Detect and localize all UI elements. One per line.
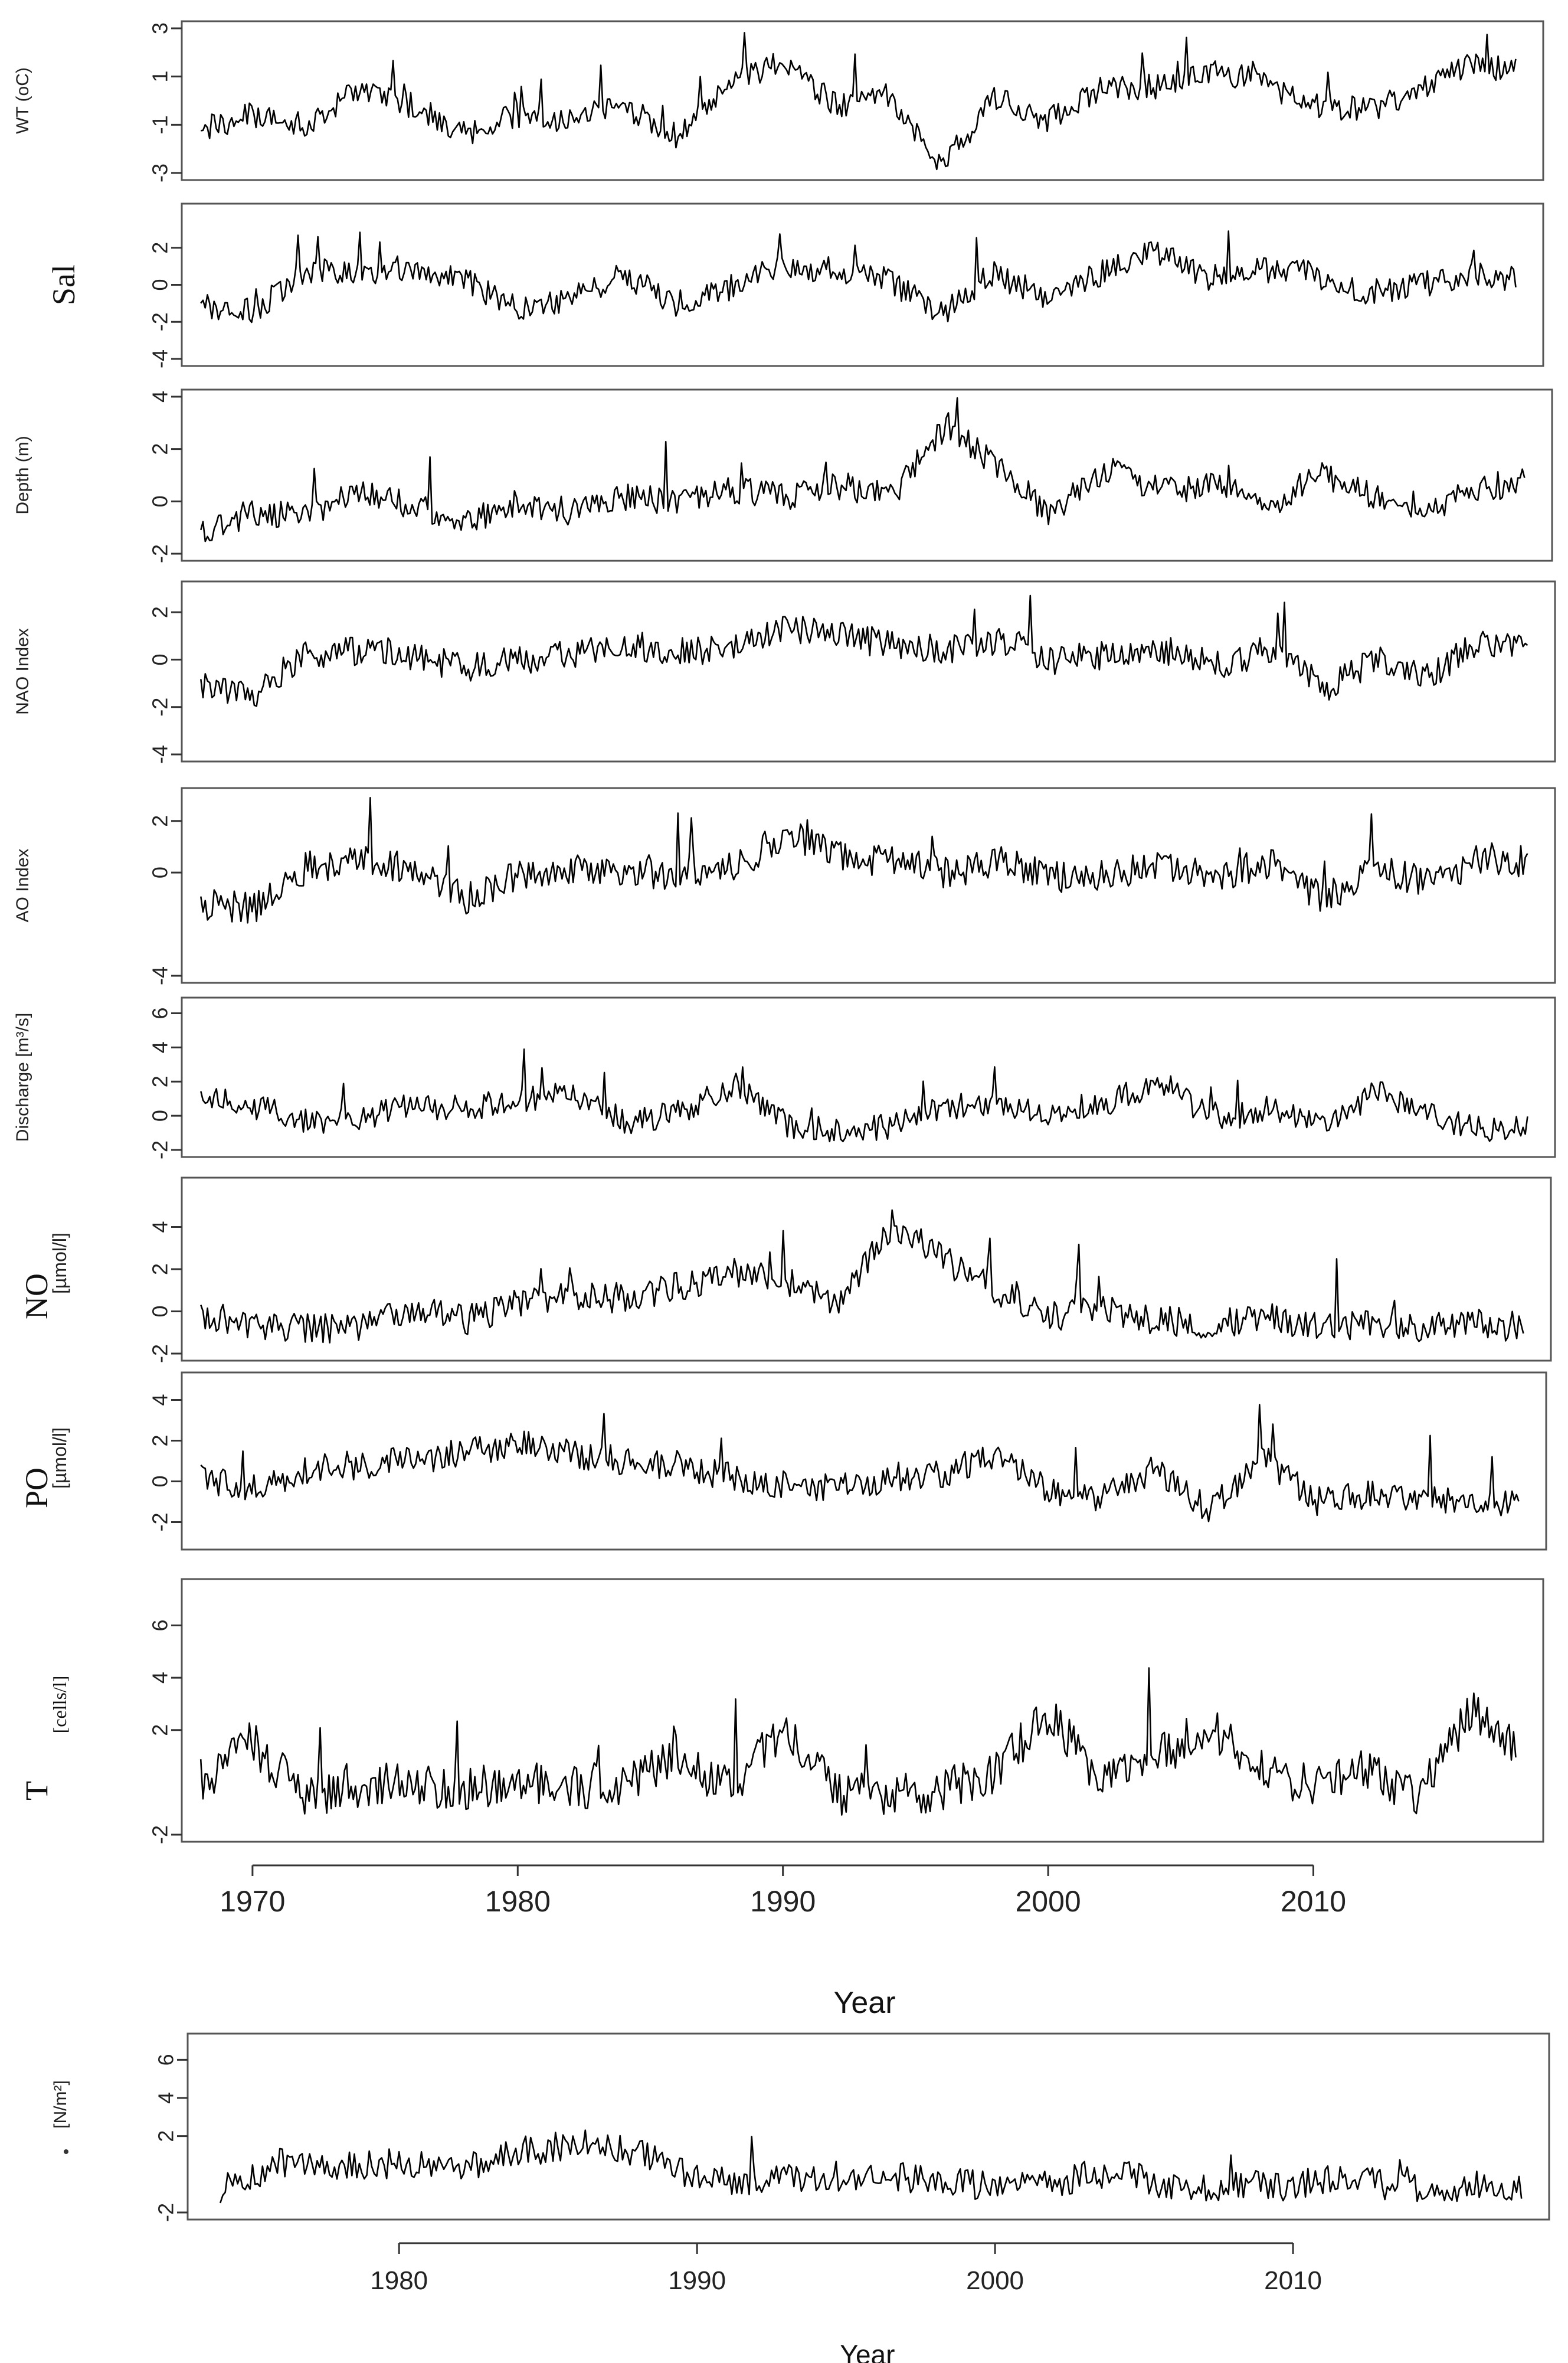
y-tick-label: -2: [148, 1825, 172, 1844]
y-tick-label: -2: [148, 544, 172, 563]
plot-frame: [186, 2032, 1550, 2221]
y-tick-label: 4: [148, 1041, 172, 1053]
panel-3: -2 0 2 4 Depth (m): [13, 388, 1553, 563]
y-axis-label: NAO Index: [13, 628, 32, 715]
y-tick-label: -1: [148, 115, 172, 134]
panel-2: -4 -2 0 2 Sal: [46, 202, 1544, 368]
y-axis-label: Discharge [m³/s]: [13, 1013, 32, 1142]
y-tick-label: 4: [148, 1394, 172, 1406]
y-axis-unit: [cells/l]: [49, 1676, 70, 1734]
y-tick-label: -2: [148, 1512, 172, 1531]
y-axis-unit: [µmol/l]: [49, 1233, 70, 1294]
y-axis-unit: [µmol/l]: [49, 1427, 70, 1489]
series-line: [200, 1404, 1520, 1522]
y-axis-label: Depth (m): [13, 436, 32, 514]
series-line: [200, 1048, 1528, 1143]
y-tick-label: 6: [148, 1007, 172, 1019]
panel-9: -2 2 4 6 T [cells/l] 1970 1980 1990 2000 2010 Year: [19, 1578, 1544, 2020]
panel-7: -2 0 2 4 NO[µmol/l]: [19, 1176, 1552, 1363]
plot-frame: [181, 20, 1544, 181]
y-tick-label: 2: [148, 242, 172, 254]
y-tick-label: 6: [148, 1619, 172, 1631]
y-tick-label: -4: [148, 745, 172, 764]
y-tick-label: 2: [148, 815, 172, 827]
y-tick-label: 0: [148, 653, 172, 665]
panel-10: -2 2 4 6 [N/m²] 1980 1990 2000 2010 Year: [51, 2032, 1550, 2363]
y-axis-unit: [N/m²]: [51, 2080, 70, 2129]
plot-frame: [181, 202, 1544, 367]
y-tick-label: 2: [148, 443, 172, 455]
y-axis-label: PO: [19, 1468, 54, 1508]
x-tick-label: 2010: [1281, 1885, 1346, 1918]
series-line: [200, 32, 1517, 171]
y-tick-label: 2: [148, 606, 172, 618]
panel-8: -2 0 2 4 PO[µmol/l]: [19, 1371, 1547, 1551]
x-tick-label: 2010: [1264, 2266, 1322, 2295]
series-line: [200, 797, 1528, 924]
plot-frame: [181, 996, 1556, 1158]
y-tick-label: 2: [154, 2130, 178, 2142]
y-tick-label: -2: [154, 2203, 178, 2222]
y-tick-label: -2: [148, 312, 172, 331]
y-tick-label: 2: [148, 1076, 172, 1087]
plot-frame: [181, 580, 1556, 763]
y-tick-label: 0: [148, 1305, 172, 1317]
y-tick-label: -2: [148, 1140, 172, 1159]
y-tick-label: 4: [154, 2092, 178, 2104]
x-tick-label: 1980: [485, 1885, 551, 1918]
x-tick-label: 1980: [370, 2266, 428, 2295]
y-axis-label: NO: [19, 1273, 54, 1319]
y-tick-label: 2: [148, 1434, 172, 1446]
y-tick-label: -4: [148, 349, 172, 368]
plot-frame: [181, 1371, 1547, 1551]
y-tick-label: 2: [148, 1263, 172, 1275]
y-axis-label: T: [19, 1781, 54, 1800]
series-line: [200, 1209, 1524, 1344]
y-axis-label: Sal: [46, 264, 81, 305]
y-axis-label: WT (oC): [13, 67, 32, 134]
series-line: [199, 1667, 1517, 1816]
y-tick-label: 2: [148, 1724, 172, 1736]
x-tick-label: 2000: [966, 2266, 1024, 2295]
plot-frame: [181, 1176, 1552, 1362]
y-tick-label: -2: [148, 1344, 172, 1363]
x-tick-label: 1990: [668, 2266, 726, 2295]
y-tick-label: 4: [148, 391, 172, 403]
y-tick-label: 0: [148, 279, 172, 290]
plot-frame: [181, 787, 1556, 984]
y-tick-label: 3: [148, 22, 172, 34]
y-tick-label: 0: [148, 495, 172, 507]
y-tick-label: 1: [148, 71, 172, 83]
y-tick-label: 0: [148, 867, 172, 878]
x-axis-label: Year: [840, 2339, 895, 2363]
x-axis-label: Year: [833, 1986, 895, 2020]
y-tick-label: 0: [148, 1110, 172, 1122]
series-line: [200, 397, 1526, 542]
panel-5: -4 0 2 AO Index: [13, 787, 1556, 985]
x-tick-label: 1990: [750, 1885, 816, 1918]
series-line: [200, 594, 1528, 707]
panel-4: -4 -2 0 2 NAO Index: [13, 580, 1556, 764]
y-tick-label: 6: [154, 2054, 178, 2065]
plot-frame: [181, 388, 1553, 562]
x-tick-label: 2000: [1015, 1885, 1081, 1918]
y-axis-mark: [64, 2149, 68, 2154]
y-tick-label: -4: [148, 966, 172, 985]
series-line: [219, 2129, 1523, 2204]
panel-1: -3 -1 1 3 WT (oC): [13, 20, 1544, 182]
plot-frame: [181, 1578, 1544, 1843]
y-tick-label: 4: [148, 1221, 172, 1233]
y-tick-label: 0: [148, 1475, 172, 1487]
series-line: [200, 230, 1517, 323]
y-tick-label: -3: [148, 164, 172, 182]
y-tick-label: 4: [148, 1672, 172, 1684]
x-tick-label: 1970: [220, 1885, 285, 1918]
y-axis-label: AO Index: [13, 848, 32, 922]
y-tick-label: -2: [148, 698, 172, 717]
panel-6: -2 0 2 4 6 Discharge [m³/s]: [13, 996, 1556, 1159]
